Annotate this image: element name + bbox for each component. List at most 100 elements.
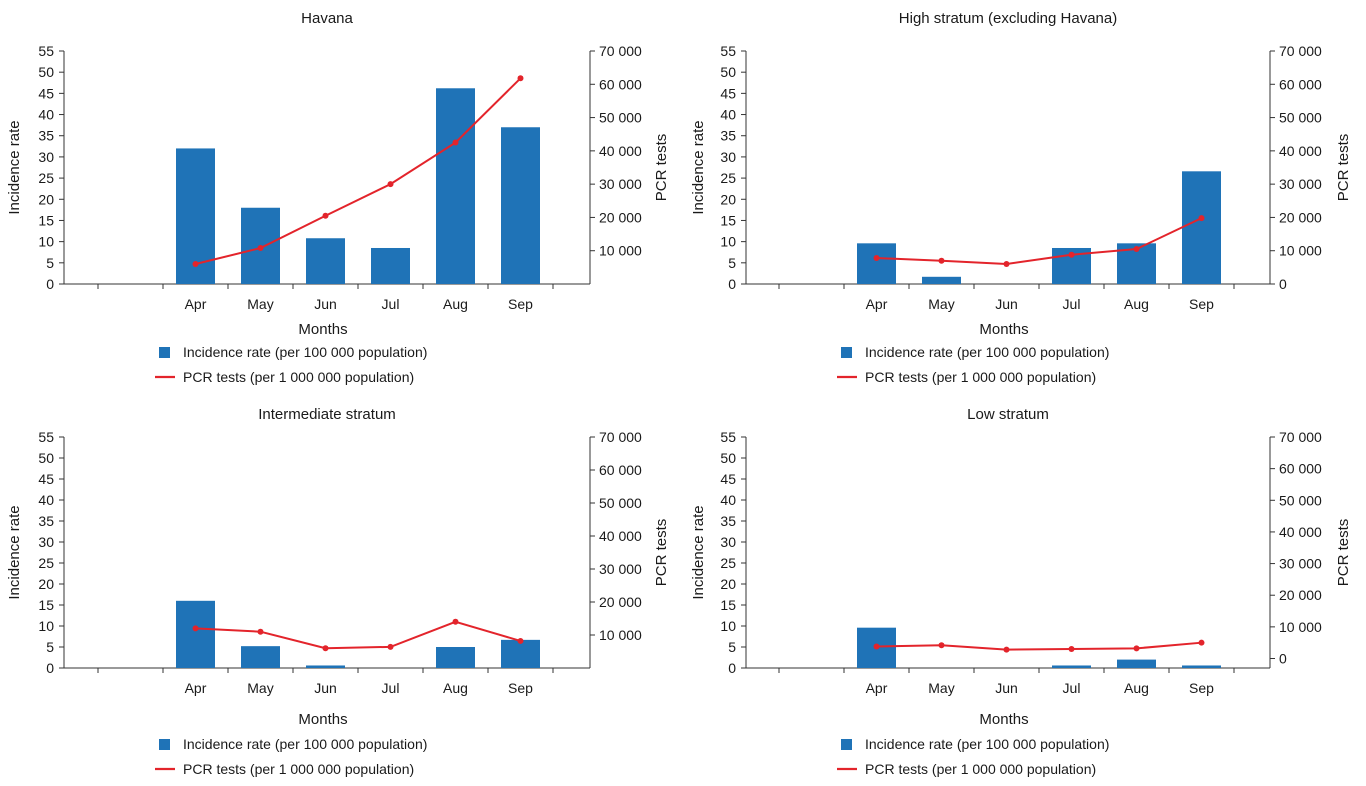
left-axis-label: Incidence rate [690, 505, 707, 599]
incidence-bar [1182, 171, 1221, 284]
x-tick-label: May [247, 680, 273, 696]
right-tick-label: 70 000 [599, 43, 642, 59]
x-tick-label: Jul [382, 296, 400, 312]
left-tick-label: 0 [728, 276, 736, 292]
right-tick-label: 60 000 [1279, 76, 1322, 92]
left-tick-label: 10 [720, 234, 736, 250]
legend-line-label: PCR tests (per 1 000 000 population) [183, 761, 414, 777]
x-tick-label: Sep [1189, 680, 1214, 696]
legend-bar-swatch [159, 739, 170, 750]
left-tick-label: 5 [728, 639, 736, 655]
left-tick-label: 10 [720, 618, 736, 634]
chart-panel-1: Havana 0 5 10 15 20 25 30 35 40 45 50 55 10 000 20 000… [6, 10, 670, 385]
legend-bar-swatch [841, 347, 852, 358]
right-tick-label: 40 000 [599, 143, 642, 159]
incidence-bar [501, 127, 540, 284]
x-tick-label: Aug [1124, 680, 1149, 696]
pcr-point [517, 75, 524, 82]
x-tick-label: Jul [382, 680, 400, 696]
incidence-bar [371, 247, 410, 284]
pcr-point [517, 637, 524, 644]
right-tick-label: 0 [1279, 276, 1287, 292]
right-tick-label: 70 000 [1279, 43, 1322, 59]
pcr-point [387, 181, 394, 188]
legend-bar-swatch [159, 347, 170, 358]
pcr-point [938, 642, 945, 649]
left-tick-label: 15 [38, 597, 54, 613]
chart-title: Havana [301, 10, 353, 27]
legend-bar-label: Incidence rate (per 100 000 population) [183, 344, 427, 360]
x-tick-label: Aug [443, 680, 468, 696]
pcr-point [192, 625, 199, 632]
left-tick-label: 55 [720, 429, 736, 445]
left-tick-label: 45 [38, 85, 54, 101]
right-tick-label: 20 000 [1279, 209, 1322, 225]
left-tick-label: 0 [728, 660, 736, 676]
left-axis-label: Incidence rate [690, 120, 707, 214]
left-tick-label: 30 [720, 149, 736, 165]
pcr-point [322, 212, 329, 219]
legend-bar-swatch [841, 739, 852, 750]
left-tick-label: 35 [720, 128, 736, 144]
incidence-bar [436, 647, 475, 668]
pcr-point [192, 261, 199, 268]
left-tick-label: 5 [46, 639, 54, 655]
left-tick-label: 15 [38, 212, 54, 228]
incidence-bar [306, 238, 345, 284]
left-tick-label: 0 [46, 660, 54, 676]
x-tick-label: Jun [995, 296, 1018, 312]
left-tick-label: 10 [38, 618, 54, 634]
x-tick-label: Sep [508, 680, 533, 696]
x-tick-label: Apr [185, 680, 207, 696]
x-tick-label: Jun [995, 680, 1018, 696]
x-tick-label: Apr [866, 296, 888, 312]
right-tick-label: 30 000 [1279, 556, 1322, 572]
incidence-bar [436, 88, 475, 284]
left-tick-label: 20 [720, 191, 736, 207]
legend-bar-label: Incidence rate (per 100 000 population) [865, 344, 1109, 360]
pcr-point [1133, 246, 1140, 253]
right-axis-label: PCR tests [653, 519, 670, 587]
left-tick-label: 15 [720, 597, 736, 613]
pcr-line [195, 620, 521, 650]
legend-line-label: PCR tests (per 1 000 000 population) [865, 761, 1096, 777]
pcr-point [387, 643, 394, 650]
pcr-line [876, 641, 1202, 651]
x-axis-label: Months [979, 711, 1028, 728]
left-tick-label: 25 [38, 555, 54, 571]
x-axis-label: Months [298, 711, 347, 728]
right-tick-label: 10 000 [599, 627, 642, 643]
right-tick-label: 10 000 [1279, 243, 1322, 259]
right-tick-label: 20 000 [599, 209, 642, 225]
chart-panel-3: Intermediate stratum 0 5 10 15 20 25 30 35 40 45 50… [6, 406, 670, 777]
legend-line-label: PCR tests (per 1 000 000 population) [183, 369, 414, 385]
right-tick-label: 50 000 [1279, 110, 1322, 126]
left-tick-label: 40 [38, 107, 54, 123]
left-tick-label: 45 [720, 471, 736, 487]
left-tick-label: 5 [46, 255, 54, 271]
pcr-point [1198, 639, 1205, 646]
pcr-point [257, 245, 264, 252]
left-tick-label: 15 [720, 212, 736, 228]
right-tick-label: 50 000 [1279, 492, 1322, 508]
x-tick-label: Apr [185, 296, 207, 312]
left-tick-label: 40 [720, 107, 736, 123]
right-axis-label: PCR tests [1335, 134, 1352, 202]
x-axis-label: Months [298, 321, 347, 338]
left-tick-label: 40 [720, 492, 736, 508]
right-tick-label: 60 000 [599, 462, 642, 478]
left-tick-label: 50 [720, 450, 736, 466]
incidence-bar [857, 243, 896, 284]
right-tick-label: 20 000 [599, 594, 642, 610]
incidence-bar [1182, 665, 1221, 668]
pcr-point [938, 257, 945, 264]
pcr-point [1068, 646, 1075, 653]
left-tick-label: 25 [38, 170, 54, 186]
x-tick-label: Jun [314, 680, 337, 696]
right-tick-label: 50 000 [599, 110, 642, 126]
x-tick-label: Jun [314, 296, 337, 312]
right-tick-label: 70 000 [599, 429, 642, 445]
pcr-point [322, 645, 329, 652]
incidence-bar [306, 665, 345, 668]
incidence-bar [922, 276, 961, 284]
